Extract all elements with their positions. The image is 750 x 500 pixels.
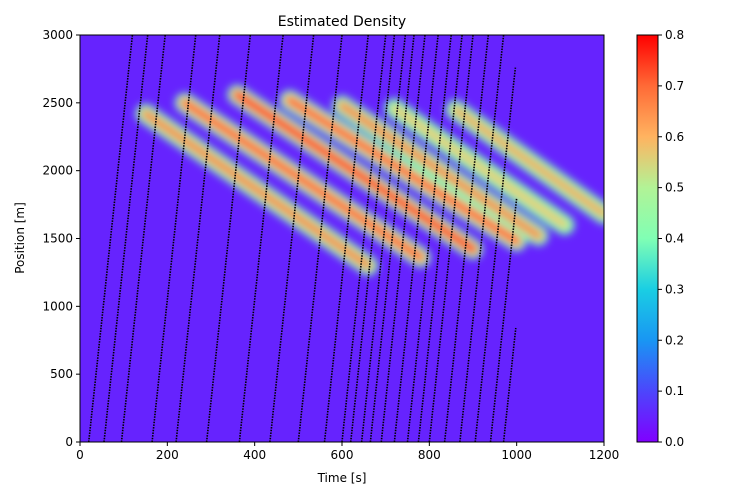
trajectory-line xyxy=(120,35,166,442)
trajectory-line xyxy=(151,35,197,442)
x-tick-label: 1000 xyxy=(501,448,532,462)
trajectory-line xyxy=(428,35,474,442)
trajectory-line xyxy=(459,35,505,442)
congestion-band xyxy=(332,95,549,246)
colorbar-tick-label: 0.7 xyxy=(665,79,684,93)
vehicle-trajectories xyxy=(87,35,518,442)
trajectory-line xyxy=(393,35,439,442)
trajectory-line xyxy=(341,35,387,442)
colorbar-ticks: 0.0 0.1 0.2 0.3 0.4 0.5 0.6 0.7 0.8 xyxy=(658,28,684,449)
x-tick-label: 400 xyxy=(243,448,266,462)
y-tick-label: 1000 xyxy=(42,299,73,313)
band-core xyxy=(182,100,424,260)
band-core xyxy=(234,92,476,252)
colorbar-tick-label: 0.5 xyxy=(665,181,684,195)
trajectory-line xyxy=(502,327,517,442)
y-tick-label: 1500 xyxy=(42,232,73,246)
band-core xyxy=(143,111,371,269)
congestion-band xyxy=(384,98,575,235)
x-tick-label: 1200 xyxy=(589,448,620,462)
trajectory-line xyxy=(103,35,149,442)
trajectory-line xyxy=(489,197,518,442)
trajectory-line xyxy=(205,35,252,442)
band-core xyxy=(391,105,568,228)
x-tick-label: 600 xyxy=(331,448,354,462)
trajectory-line xyxy=(238,35,284,442)
trajectory-line xyxy=(474,67,517,442)
y-tick-label: 2000 xyxy=(42,164,73,178)
trajectory-line xyxy=(369,35,415,442)
x-tick-label: 0 xyxy=(76,448,84,462)
congestion-band xyxy=(135,103,379,276)
trajectory-line xyxy=(323,35,369,442)
x-tick-label: 800 xyxy=(418,448,441,462)
congestion-band xyxy=(279,90,527,252)
chart-title: Estimated Density xyxy=(278,14,406,30)
x-tick-label: 200 xyxy=(156,448,179,462)
x-axis: 0 200 400 600 800 1000 1200 xyxy=(76,442,619,462)
y-axis: 0 500 1000 1500 2000 2500 3000 xyxy=(42,28,80,449)
colorbar-tick-label: 0.1 xyxy=(665,384,684,398)
y-tick-label: 0 xyxy=(65,435,73,449)
trajectory-line xyxy=(297,35,343,442)
congestion-band xyxy=(174,92,431,268)
x-axis-label: Time [s] xyxy=(317,471,367,485)
trajectory-line xyxy=(380,35,426,442)
colorbar-tick-label: 0.6 xyxy=(665,130,684,144)
colorbar-tick-label: 0.2 xyxy=(665,333,684,347)
plot-area xyxy=(80,35,604,442)
colorbar-gradient xyxy=(636,34,659,443)
band-core xyxy=(453,107,604,217)
y-tick-label: 2500 xyxy=(42,96,73,110)
colorbar-tick-label: 0.8 xyxy=(665,28,684,42)
trajectory-line xyxy=(269,35,315,442)
congestion-band xyxy=(227,84,483,260)
trajectory-line xyxy=(406,35,452,442)
trajectory-line xyxy=(360,35,407,442)
y-axis-label: Position [m] xyxy=(13,202,27,274)
colorbar: 0.0 0.1 0.2 0.3 0.4 0.5 0.6 0.7 0.8 xyxy=(636,28,684,449)
colorbar-tick-label: 0.0 xyxy=(665,435,684,449)
trajectory-line xyxy=(443,35,490,442)
trajectory-line xyxy=(87,35,134,442)
colorbar-tick-label: 0.3 xyxy=(665,282,684,296)
colorbar-tick-label: 0.4 xyxy=(665,232,684,246)
trajectory-line xyxy=(417,35,463,442)
trajectory-line xyxy=(175,35,221,442)
trajectory-line xyxy=(349,35,396,442)
band-core xyxy=(287,97,520,244)
y-tick-label: 500 xyxy=(50,367,73,381)
y-tick-label: 3000 xyxy=(42,28,73,42)
congestion-bands xyxy=(135,84,604,276)
band-core xyxy=(339,103,541,239)
congestion-band xyxy=(445,99,604,225)
